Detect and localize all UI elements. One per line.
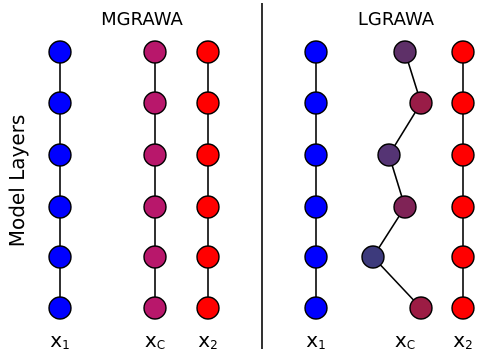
panel-mgrawa: x1 xC x2	[48, 40, 220, 351]
p1-col2-label-subscript: 2	[465, 338, 473, 351]
p1-col2-node-layer-3	[451, 195, 475, 219]
p1-col1-node-layer-3	[393, 195, 417, 219]
p1-col1-node-layer-1	[409, 91, 433, 115]
p0-col0-node-layer-1	[48, 91, 72, 115]
p1-col0-node-layer-4	[304, 245, 328, 269]
p1-col1-node-layer-2	[377, 143, 401, 167]
p0-col1-node-layer-2	[143, 143, 167, 167]
p0-col0-node-layer-2	[48, 143, 72, 167]
p0-col0-label-subscript: 1	[62, 338, 70, 351]
p0-col1-label: xC	[145, 328, 165, 351]
p0-col1-label-subscript: C	[157, 338, 165, 351]
p0-col1-node-layer-1	[143, 91, 167, 115]
p0-col0-node-layer-0	[48, 40, 72, 64]
p0-col0-node-layer-4	[48, 245, 72, 269]
p0-col2-node-layer-4	[196, 245, 220, 269]
p1-col1-label: xC	[395, 328, 415, 351]
p1-col2-node-layer-2	[451, 143, 475, 167]
p0-col2-node-layer-2	[196, 143, 220, 167]
p1-col0-label: x1	[306, 328, 325, 351]
panel-lgrawa: x1 xC x2	[304, 40, 475, 351]
p1-col1-node-layer-4	[361, 245, 385, 269]
p1-col0-node-layer-3	[304, 195, 328, 219]
p1-col2-node-layer-1	[451, 91, 475, 115]
p0-col2-label: x2	[198, 328, 217, 351]
p0-col1-node-layer-5	[143, 296, 167, 320]
p0-col2-node-layer-1	[196, 91, 220, 115]
p1-col2-label: x2	[453, 328, 472, 351]
p1-col0-node-layer-0	[304, 40, 328, 64]
p0-col0-node-layer-3	[48, 195, 72, 219]
p0-col1-node-layer-3	[143, 195, 167, 219]
p0-col1-node-layer-0	[143, 40, 167, 64]
p0-col0-label: x1	[50, 328, 69, 351]
p1-col1-label-subscript: C	[407, 338, 415, 351]
p1-col2-node-layer-0	[451, 40, 475, 64]
p1-col0-node-layer-5	[304, 296, 328, 320]
p1-col2-node-layer-4	[451, 245, 475, 269]
panel-title-lgrawa: LGRAWA	[358, 9, 435, 30]
p0-col2-node-layer-5	[196, 296, 220, 320]
p0-col1-node-layer-4	[143, 245, 167, 269]
y-axis-label: Model Layers	[5, 115, 29, 248]
p0-col2-node-layer-0	[196, 40, 220, 64]
p0-col2-node-layer-3	[196, 195, 220, 219]
p1-col2-node-layer-5	[451, 296, 475, 320]
p1-col0-node-layer-2	[304, 143, 328, 167]
p1-col1-node-layer-5	[409, 296, 433, 320]
p1-col0-node-layer-1	[304, 91, 328, 115]
p1-col1-node-layer-0	[393, 40, 417, 64]
p1-col0-label-subscript: 1	[318, 338, 326, 351]
p0-col2-label-subscript: 2	[210, 338, 218, 351]
panel-title-mgrawa: MGRAWA	[101, 9, 183, 30]
p0-col0-node-layer-5	[48, 296, 72, 320]
